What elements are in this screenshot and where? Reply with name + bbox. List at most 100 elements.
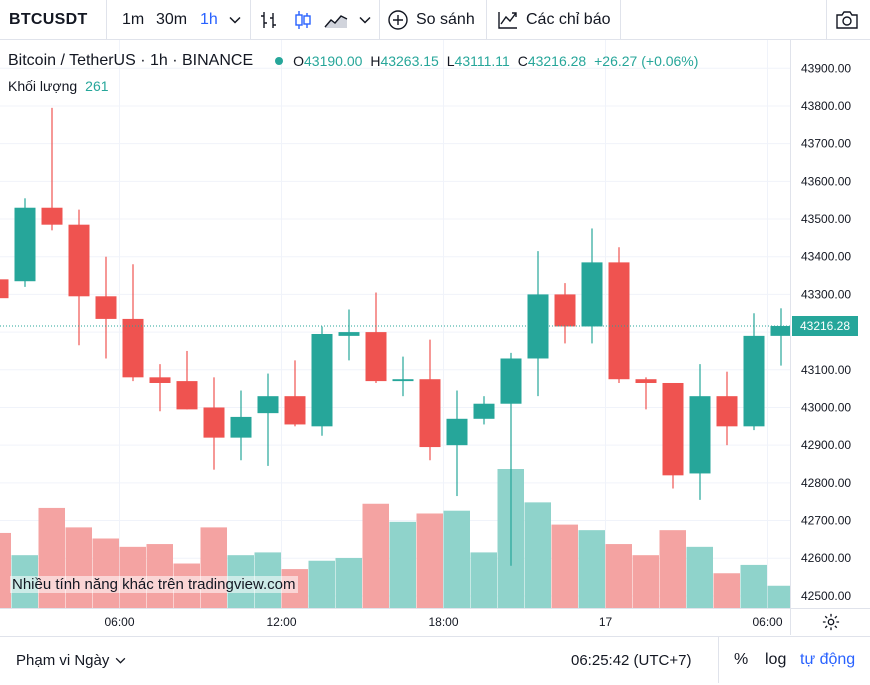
log-scale-toggle[interactable]: log <box>765 651 787 668</box>
auto-scale-toggle[interactable]: tự động <box>800 651 856 668</box>
candle-body <box>608 262 630 380</box>
date-range-label: Phạm vi Ngày <box>16 651 110 669</box>
gear-icon <box>822 613 839 631</box>
volume-value: 261 <box>85 78 109 94</box>
bar-style-icon[interactable] <box>259 0 279 39</box>
camera-icon[interactable] <box>836 0 858 39</box>
chart-settings-button[interactable] <box>790 608 870 635</box>
volume-bar <box>578 530 605 608</box>
candle-body <box>311 333 333 427</box>
candle-body <box>149 377 171 383</box>
symbol-title[interactable]: Bitcoin / TetherUS · 1h · BINANCE <box>8 52 254 69</box>
bottom-toolbar: Phạm vi Ngày 06:25:42 (UTC+7) % log tự đ… <box>0 636 870 685</box>
price-axis-label: 43300.00 <box>801 287 851 301</box>
low-value: 43111.11 <box>454 53 510 69</box>
volume-bar <box>740 564 767 608</box>
price-axis-label: 42500.00 <box>801 589 851 603</box>
toolbar-divider <box>379 0 380 39</box>
volume-bar <box>686 546 713 608</box>
close-value: 43216.28 <box>527 53 587 69</box>
current-price-tag: 43216.28 <box>792 315 858 336</box>
time-axis-border <box>0 608 790 609</box>
price-axis[interactable]: 43900.00 43800.00 43700.00 43600.00 43500.00… <box>790 40 870 608</box>
interval-30m-button[interactable]: 30m <box>156 10 188 28</box>
change-value: +26.27 (+0.06%) <box>594 53 699 69</box>
candles <box>0 107 790 566</box>
volume-bars <box>0 469 790 608</box>
volume-bar <box>416 513 443 608</box>
compare-button[interactable]: So sánh <box>388 0 475 39</box>
candle-body <box>230 416 252 438</box>
price-axis-label: 42700.00 <box>801 514 851 528</box>
candle-body <box>689 396 711 474</box>
candle-body <box>41 207 63 225</box>
candle-body <box>365 332 387 382</box>
candle-body <box>662 382 684 476</box>
clock-timezone-button[interactable]: 06:25:42 (UTC+7) <box>571 651 692 669</box>
indicators-icon <box>498 11 517 29</box>
price-axis-label: 43900.00 <box>801 61 851 75</box>
area-style-icon[interactable] <box>324 0 348 39</box>
volume-bar <box>767 585 790 608</box>
toolbar-divider <box>106 0 107 39</box>
candle-style-icon[interactable] <box>293 0 313 39</box>
toolbar-divider <box>620 0 621 39</box>
candle-body <box>743 335 765 427</box>
volume-bar <box>659 530 686 608</box>
time-axis-label: 12:00 <box>266 615 296 629</box>
interval-1m-button[interactable]: 1m <box>122 10 145 28</box>
candle-body <box>770 325 790 336</box>
open-value: 43190.00 <box>304 53 363 69</box>
volume-bar <box>362 503 389 608</box>
time-axis-label: 06:00 <box>752 615 782 629</box>
interval-dropdown-chevron-icon[interactable] <box>229 0 241 39</box>
volume-bar <box>0 532 11 608</box>
plus-circle-icon <box>388 9 408 30</box>
indicators-button[interactable]: Các chỉ báo <box>497 0 611 39</box>
chart-type-chevron-icon[interactable] <box>359 0 371 39</box>
date-range-button[interactable]: Phạm vi Ngày <box>16 637 126 683</box>
tradingview-promo-link[interactable]: Nhiều tính năng khác trên tradingview.co… <box>10 576 298 593</box>
candle-body <box>338 332 360 336</box>
price-axis-label: 43800.00 <box>801 99 851 113</box>
time-axis-label: 17 <box>599 615 613 629</box>
candle-body <box>95 296 117 319</box>
toolbar-divider <box>486 0 487 39</box>
price-axis-label: 43400.00 <box>801 250 851 264</box>
interval-1h-button[interactable]: 1h <box>200 10 218 28</box>
volume-bar <box>335 557 362 608</box>
volume-bar <box>632 555 659 608</box>
time-axis-labels: 06:00 12:00 18:00 17 06:00 <box>104 615 782 629</box>
time-axis-label: 06:00 <box>104 615 134 629</box>
candlestick-chart[interactable]: 06:00 12:00 18:00 17 06:00 <box>0 40 790 635</box>
volume-bar <box>524 502 551 608</box>
percent-scale-toggle[interactable]: % <box>734 651 749 668</box>
indicators-label: Các chỉ báo <box>526 10 611 28</box>
candle-body <box>122 318 144 378</box>
candle-body <box>0 279 9 299</box>
price-axis-label: 43700.00 <box>801 137 851 151</box>
volume-bar <box>65 527 92 608</box>
symbol-search-button[interactable]: BTCUSDT <box>9 10 88 28</box>
candle-body <box>581 262 603 327</box>
candle-body <box>203 407 225 438</box>
volume-bar <box>713 573 740 608</box>
compare-label: So sánh <box>416 10 475 28</box>
candle-body <box>419 379 441 448</box>
bottom-divider <box>718 637 719 683</box>
volume-label[interactable]: Khối lượng <box>8 78 78 94</box>
market-open-dot-icon <box>275 57 284 65</box>
volume-bar <box>470 552 497 608</box>
price-axis-label: 42900.00 <box>801 438 851 452</box>
price-axis-label: 43000.00 <box>801 400 851 414</box>
volume-bar <box>443 510 470 608</box>
time-axis-label: 18:00 <box>428 615 458 629</box>
toolbar-divider <box>826 0 827 39</box>
price-axis-label: 43100.00 <box>801 363 851 377</box>
volume-bar <box>92 538 119 608</box>
chart-legend: Bitcoin / TetherUS · 1h · BINANCE O43190… <box>8 50 698 72</box>
candle-body <box>716 396 738 427</box>
toolbar-divider <box>250 0 251 39</box>
price-axis-label: 43500.00 <box>801 212 851 226</box>
candle-body <box>284 396 306 425</box>
